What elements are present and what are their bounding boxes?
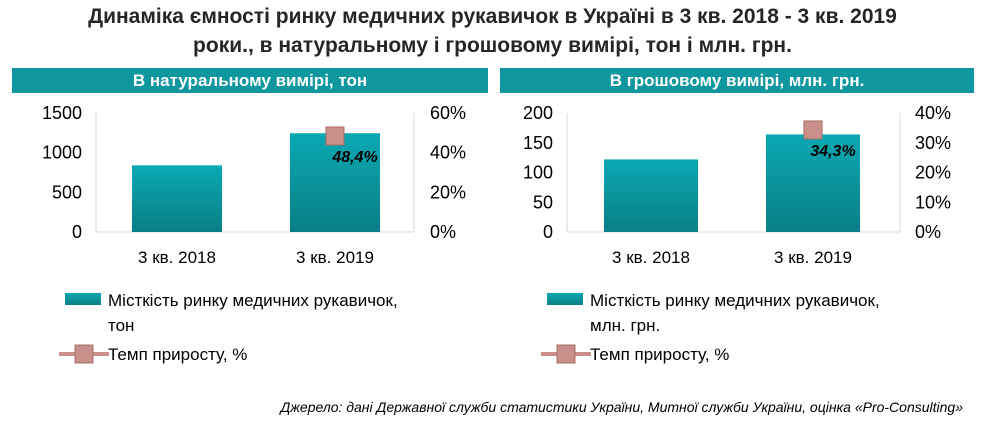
right-right-tick-label: 10% bbox=[915, 192, 951, 212]
left-bar bbox=[290, 133, 380, 232]
left-right-tick-label: 20% bbox=[430, 182, 466, 202]
right-bar bbox=[604, 159, 698, 232]
left-left-tick-label: 0 bbox=[72, 222, 82, 242]
chart-title-line2: роки., в натуральному і грошовому вимірі… bbox=[193, 34, 792, 57]
right-right-tick-label: 40% bbox=[915, 103, 951, 123]
left-category-label: 3 кв. 2018 bbox=[138, 248, 216, 267]
right-left-tick-label: 100 bbox=[523, 163, 553, 183]
right-right-tick-label: 30% bbox=[915, 133, 951, 153]
right-growth-data-label: 34,3% bbox=[810, 143, 855, 160]
right-left-tick-label: 150 bbox=[523, 133, 553, 153]
left-left-tick-label: 1000 bbox=[42, 143, 82, 163]
source-note: Джерело: дані Державної служби статистик… bbox=[280, 399, 963, 415]
left-legend-bar-label-line1: Місткість ринку медичних рукавичок, bbox=[108, 291, 398, 310]
left-legend-bar-label-line2: тон bbox=[108, 316, 135, 335]
chart-title-line1: Динаміка ємності ринку медичних рукавичо… bbox=[88, 5, 897, 28]
right-category-label: 3 кв. 2018 bbox=[612, 248, 690, 267]
right-legend-bar-label-line2: млн. грн. bbox=[590, 316, 661, 335]
left-growth-data-label: 48,4% bbox=[331, 149, 377, 166]
left-legend-bar-swatch bbox=[65, 293, 101, 305]
right-right-tick-label: 0% bbox=[915, 222, 941, 242]
left-category-label: 3 кв. 2019 bbox=[296, 248, 374, 267]
right-left-tick-label: 200 bbox=[523, 103, 553, 123]
left-right-tick-label: 0% bbox=[430, 222, 456, 242]
left-left-tick-label: 1500 bbox=[42, 103, 82, 123]
left-legend-bar-label: Місткість ринку медичних рукавичок, тон bbox=[108, 288, 398, 338]
right-bar bbox=[766, 134, 860, 232]
left-right-tick-label: 40% bbox=[430, 143, 466, 163]
right-legend-bar-label-line1: Місткість ринку медичних рукавичок, bbox=[590, 291, 880, 310]
right-legend-bar-label: Місткість ринку медичних рукавичок, млн.… bbox=[590, 288, 880, 338]
right-left-tick-label: 0 bbox=[543, 222, 553, 242]
left-chart-header: В натуральному вимірі, тон bbox=[12, 68, 488, 93]
chart-title: Динаміка ємності ринку медичних рукавичо… bbox=[0, 2, 985, 60]
right-left-tick-label: 50 bbox=[533, 192, 553, 212]
left-growth-marker bbox=[325, 126, 345, 146]
right-category-label: 3 кв. 2019 bbox=[774, 248, 852, 267]
right-legend-bar-swatch bbox=[547, 293, 583, 305]
right-growth-marker bbox=[803, 120, 823, 140]
left-legend-marker-label: Темп приросту, % bbox=[108, 345, 248, 364]
right-legend-marker-label: Темп приросту, % bbox=[590, 345, 730, 364]
right-chart-header: В грошовому вимірі, млн. грн. bbox=[500, 68, 974, 93]
left-legend-marker-swatch bbox=[74, 344, 94, 364]
right-right-tick-label: 20% bbox=[915, 163, 951, 183]
left-right-tick-label: 60% bbox=[430, 103, 466, 123]
right-legend-marker-swatch bbox=[556, 344, 576, 364]
left-bar bbox=[132, 165, 222, 232]
left-left-tick-label: 500 bbox=[52, 182, 82, 202]
